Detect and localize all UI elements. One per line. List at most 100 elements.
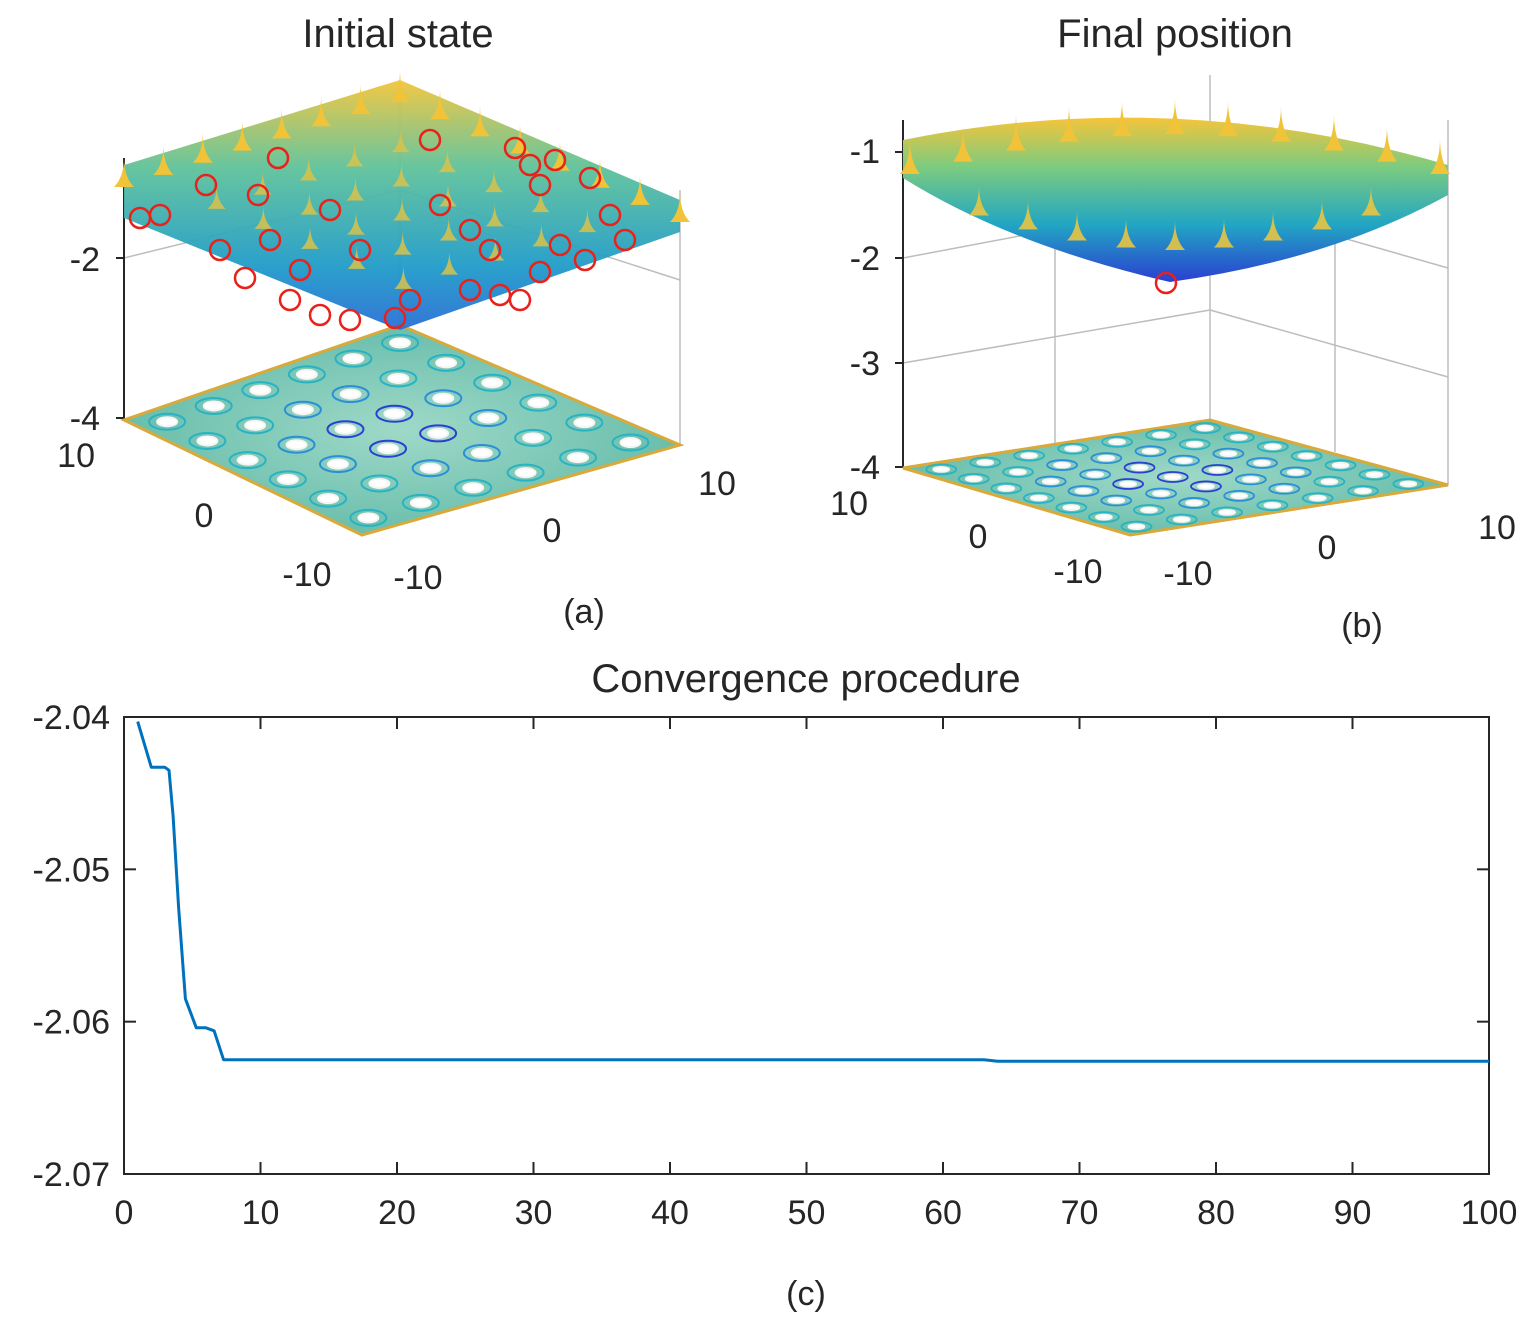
contour-ring: [469, 409, 508, 428]
contour-ring: [349, 508, 388, 527]
x-tick-label: 70: [1061, 1194, 1099, 1232]
panel-b-y-tick-label: 10: [830, 485, 868, 523]
contour-ring: [1211, 506, 1243, 519]
contour-ring: [1133, 504, 1165, 516]
contour-ring: [419, 424, 458, 443]
contour-ring: [326, 420, 365, 439]
surface-peak: [390, 72, 410, 102]
population-marker: [338, 308, 362, 332]
population-marker: [148, 203, 172, 227]
contour-ring: [1013, 449, 1046, 462]
contour-ring: [360, 474, 399, 493]
contour-ring: [1331, 461, 1350, 469]
contour-ring: [1297, 452, 1316, 460]
contour-ring: [1392, 478, 1425, 490]
surface-peak: [1271, 105, 1291, 142]
population-marker: [418, 128, 442, 152]
contour-ring: [334, 423, 357, 435]
population-marker: [308, 303, 332, 327]
surface-peak: [1067, 210, 1087, 241]
population-marker: [543, 148, 567, 172]
panel-a-y-tick-label: 0: [195, 497, 214, 535]
contour-ring: [389, 337, 412, 349]
x-tick-label: 100: [1461, 1194, 1518, 1232]
contour-ring: [567, 452, 590, 464]
contour-ring: [514, 428, 553, 447]
population-marker: [383, 306, 407, 330]
contour-ring: [1062, 504, 1081, 511]
surface-peak: [392, 162, 411, 187]
contour-ring: [477, 412, 500, 424]
population-marker: [398, 288, 422, 312]
contour-ring: [387, 372, 410, 384]
contour-ring: [1145, 429, 1177, 441]
contour-ring: [1178, 497, 1210, 509]
contour-ring: [932, 465, 951, 473]
contour-ring: [1041, 478, 1060, 485]
contour-ring: [1223, 489, 1256, 502]
contour-ring: [1241, 475, 1260, 483]
contour-ring: [1022, 492, 1055, 504]
contour-ring: [1130, 464, 1149, 471]
contour-ring: [326, 458, 349, 470]
contour-ring: [1029, 494, 1048, 502]
contour-ring: [188, 431, 227, 450]
surface-peak: [953, 125, 973, 162]
contour-ring: [194, 396, 233, 415]
panel-a: Initial state -2 -4 10 0 -10: [57, 12, 736, 631]
panel-b-y-tick-label: 0: [969, 518, 988, 556]
panel-b-y-tick-label: -10: [1053, 553, 1102, 591]
surface-peak: [531, 188, 550, 213]
contour-ring: [1140, 506, 1158, 514]
contour-ring: [1354, 487, 1372, 495]
population-marker: [458, 278, 482, 302]
contour-ring: [1134, 445, 1167, 458]
contour-ring: [1074, 487, 1093, 495]
contour-ring: [295, 368, 318, 380]
surface-peak: [578, 208, 597, 233]
contour-ring: [1163, 473, 1182, 481]
contour-ring: [1263, 501, 1282, 509]
surface-peak: [486, 236, 505, 261]
surface-peak: [590, 157, 610, 188]
population-marker: [458, 218, 482, 242]
contour-ring: [1234, 473, 1267, 486]
contour-ring: [1313, 475, 1346, 488]
x-tick-label: 20: [378, 1194, 416, 1232]
surface-peak: [1059, 105, 1079, 142]
panel-a-title: Initial state: [302, 12, 493, 56]
contour-ring: [1156, 471, 1189, 483]
surface-peak: [439, 182, 457, 207]
surface-peak: [347, 210, 365, 235]
contour-ring: [1185, 499, 1203, 507]
panel-c-title: Convergence procedure: [591, 657, 1020, 701]
contour-ring: [1097, 454, 1116, 462]
panel-a-contour-floor: [120, 323, 685, 537]
contour-ring: [1034, 475, 1067, 488]
contour-ring: [377, 443, 400, 455]
contour-ring: [1399, 480, 1418, 488]
contour-ring: [1218, 509, 1236, 516]
contour-ring: [522, 432, 545, 444]
contour-ring: [357, 512, 380, 524]
panel-c-caption: (c): [786, 1275, 826, 1313]
contour-ring: [156, 416, 179, 428]
population-marker: [518, 153, 542, 177]
contour-ring: [1168, 454, 1200, 467]
surface-peak: [470, 106, 490, 137]
contour-ring: [1123, 461, 1156, 474]
panel-a-population-markers: [128, 128, 637, 332]
contour-ring: [1057, 442, 1090, 455]
surface-peak: [347, 244, 366, 269]
surface-peak: [1430, 138, 1450, 174]
surface-peak: [207, 184, 226, 209]
surface-peak: [1165, 220, 1185, 250]
population-marker: [528, 173, 552, 197]
contour-ring: [619, 437, 642, 449]
panel-a-z-tick-label: -4: [70, 400, 100, 438]
contour-ring: [409, 497, 432, 509]
contour-ring: [1256, 499, 1289, 512]
population-marker: [258, 228, 282, 252]
surface-peak: [550, 140, 570, 171]
contour-ring: [1308, 494, 1327, 502]
